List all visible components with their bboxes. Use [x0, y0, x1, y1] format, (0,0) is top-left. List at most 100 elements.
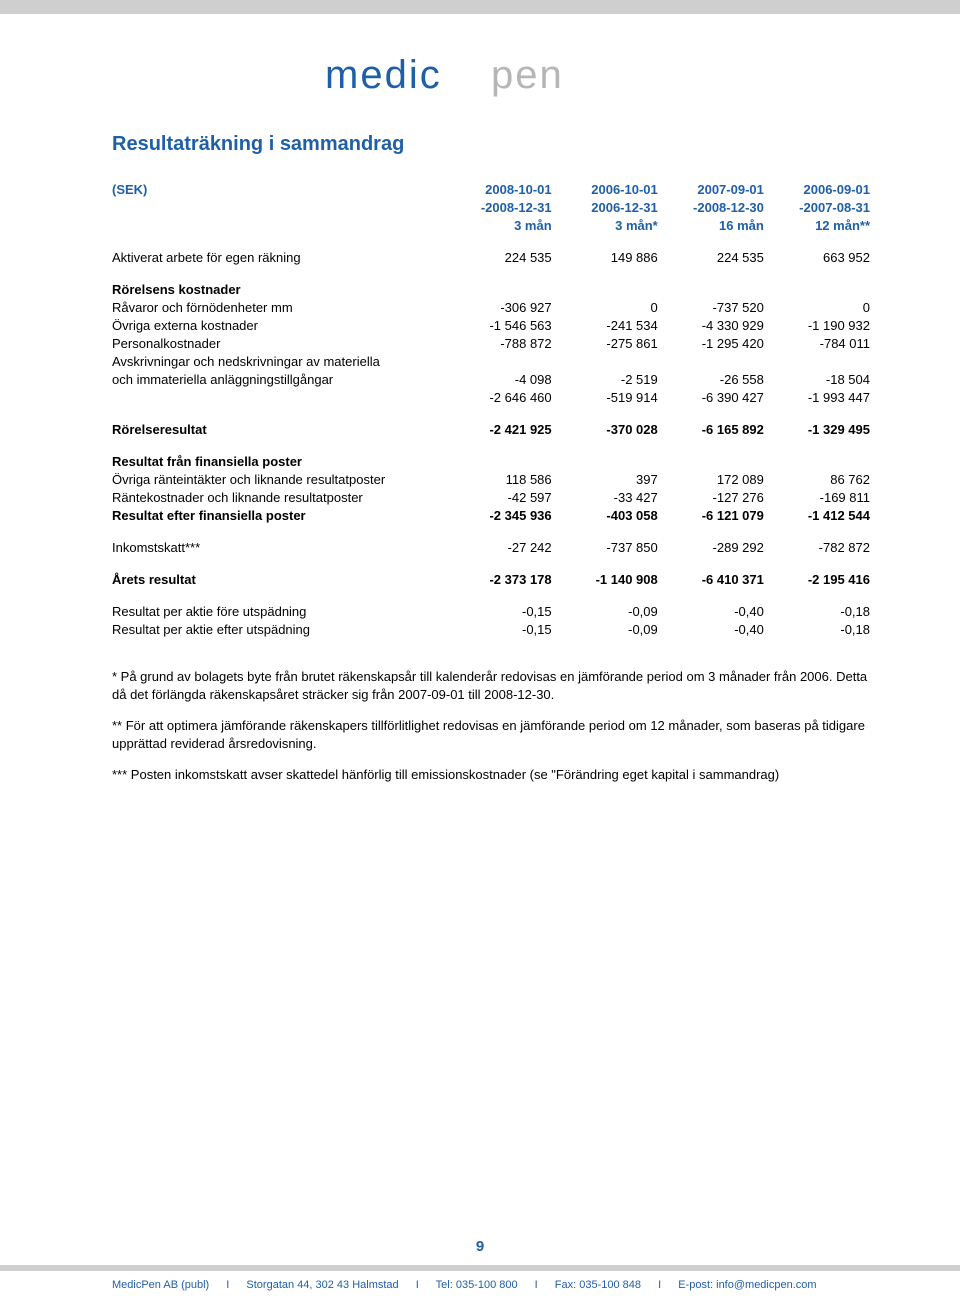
row-value: -519 914	[552, 388, 658, 406]
table-row: -2 646 460-519 914-6 390 427-1 993 447	[112, 388, 870, 406]
spacer-row	[112, 556, 870, 570]
row-value: -6 121 079	[658, 506, 764, 524]
footer-address: Storgatan 44, 302 43 Halmstad	[246, 1279, 398, 1291]
header-c4-r1: 2006-09-01	[764, 180, 870, 198]
row-value: -6 390 427	[658, 388, 764, 406]
row-value: 172 089	[658, 470, 764, 488]
table-row: och immateriella anläggningstillgångar-4…	[112, 370, 870, 388]
page-title: Resultaträkning i sammandrag	[112, 133, 870, 156]
row-value: 149 886	[552, 248, 658, 266]
footnote-3: *** Posten inkomstskatt avser skattedel …	[112, 766, 870, 784]
header-c1-r3: 3 mån	[446, 216, 552, 234]
table-row: Resultat per aktie före utspädning-0,15 -…	[112, 602, 870, 620]
row-value: -6 165 892	[658, 420, 764, 438]
row-value: -26 558	[658, 370, 764, 388]
row-value: -370 028	[552, 420, 658, 438]
row-value: -788 872	[446, 334, 552, 352]
row-label: Inkomstskatt***	[112, 538, 446, 556]
row-value: 224 535	[446, 248, 552, 266]
footnote-1: * På grund av bolagets byte från brutet …	[112, 668, 870, 703]
row-label: Övriga ränteintäkter och liknande result…	[112, 470, 446, 488]
row-value: -403 058	[552, 506, 658, 524]
row-value: -0,40	[658, 620, 764, 638]
row-value: -1 412 544	[764, 506, 870, 524]
row-value	[658, 352, 764, 370]
header-c3-r2: -2008-12-30	[658, 198, 764, 216]
row-value	[552, 352, 658, 370]
row-label: Resultat per aktie efter utspädning	[112, 620, 446, 638]
row-label: Resultat efter finansiella poster	[112, 506, 446, 524]
footer: MedicPen AB (publ) I Storgatan 44, 302 4…	[0, 1265, 960, 1301]
header-c2-r2: 2006-12-31	[552, 198, 658, 216]
row-value: -1 190 932	[764, 316, 870, 334]
row-value: 0	[552, 298, 658, 316]
row-value: -0,15	[446, 602, 552, 620]
row-value: 663 952	[764, 248, 870, 266]
table-row: Räntekostnader och liknande resultatpost…	[112, 488, 870, 506]
row-value: 397	[552, 470, 658, 488]
row-value: -737 520	[658, 298, 764, 316]
table-row: Övriga ränteintäkter och liknande result…	[112, 470, 870, 488]
row-value: -42 597	[446, 488, 552, 506]
row-value: -275 861	[552, 334, 658, 352]
row-value: -169 811	[764, 488, 870, 506]
table-row: Personalkostnader-788 872-275 861-1 295 …	[112, 334, 870, 352]
header-c2-r1: 2006-10-01	[552, 180, 658, 198]
row-value: -1 329 495	[764, 420, 870, 438]
footer-sep: I	[658, 1279, 661, 1291]
row-value	[764, 452, 870, 470]
income-statement-table: (SEK) 2008-10-01 2006-10-01 2007-09-01 2…	[112, 180, 870, 638]
row-value: -6 410 371	[658, 570, 764, 588]
row-value: -1 993 447	[764, 388, 870, 406]
row-label: Personalkostnader	[112, 334, 446, 352]
row-value: 224 535	[658, 248, 764, 266]
footnote-2: ** För att optimera jämförande räkenskap…	[112, 717, 870, 752]
header-c4-r3: 12 mån**	[764, 216, 870, 234]
header-c3-r1: 2007-09-01	[658, 180, 764, 198]
top-bar	[0, 0, 960, 14]
footer-sep: I	[535, 1279, 538, 1291]
content-area: Resultaträkning i sammandrag (SEK) 2008-…	[0, 113, 960, 784]
row-value: -241 534	[552, 316, 658, 334]
row-value: -2 646 460	[446, 388, 552, 406]
row-value: -0,18	[764, 602, 870, 620]
header-c1-r2: -2008-12-31	[446, 198, 552, 216]
row-value	[764, 352, 870, 370]
spacer-row	[112, 588, 870, 602]
table-row: Resultat från finansiella poster	[112, 452, 870, 470]
row-value: -2 373 178	[446, 570, 552, 588]
row-label: Räntekostnader och liknande resultatpost…	[112, 488, 446, 506]
spacer-row	[112, 406, 870, 420]
table-row: Avskrivningar och nedskrivningar av mate…	[112, 352, 870, 370]
footnotes: * På grund av bolagets byte från brutet …	[112, 668, 870, 784]
row-value: -0,15	[446, 620, 552, 638]
spacer-row	[112, 438, 870, 452]
table-row: Resultat per aktie efter utspädning-0,15…	[112, 620, 870, 638]
row-value: -2 345 936	[446, 506, 552, 524]
logo: medic pen	[325, 52, 635, 100]
row-value: -0,18	[764, 620, 870, 638]
table-row: Rörelseresultat-2 421 925-370 028-6 165 …	[112, 420, 870, 438]
spacer-row	[112, 266, 870, 280]
footer-sep: I	[416, 1279, 419, 1291]
row-value: -4 330 929	[658, 316, 764, 334]
spacer-row	[112, 524, 870, 538]
table-row: Inkomstskatt***-27 242-737 850-289 292-7…	[112, 538, 870, 556]
table-body: Aktiverat arbete för egen räkning224 535…	[112, 248, 870, 638]
table-row: Aktiverat arbete för egen räkning224 535…	[112, 248, 870, 266]
header-c1-r1: 2008-10-01	[446, 180, 552, 198]
table-row: Rörelsens kostnader	[112, 280, 870, 298]
table-row: Årets resultat-2 373 178-1 140 908-6 410…	[112, 570, 870, 588]
row-label: Resultat per aktie före utspädning	[112, 602, 446, 620]
table-row: Resultat efter finansiella poster-2 345 …	[112, 506, 870, 524]
footer-tel: Tel: 035-100 800	[436, 1279, 518, 1291]
row-label: Rörelsens kostnader	[112, 280, 446, 298]
footer-sep: I	[226, 1279, 229, 1291]
footer-email: E-post: info@medicpen.com	[678, 1279, 816, 1291]
footer-fax: Fax: 035-100 848	[555, 1279, 641, 1291]
logo-left: medic	[325, 53, 442, 97]
row-value: -4 098	[446, 370, 552, 388]
row-label: och immateriella anläggningstillgångar	[112, 370, 446, 388]
logo-container: medic pen	[0, 52, 960, 103]
row-value: 86 762	[764, 470, 870, 488]
